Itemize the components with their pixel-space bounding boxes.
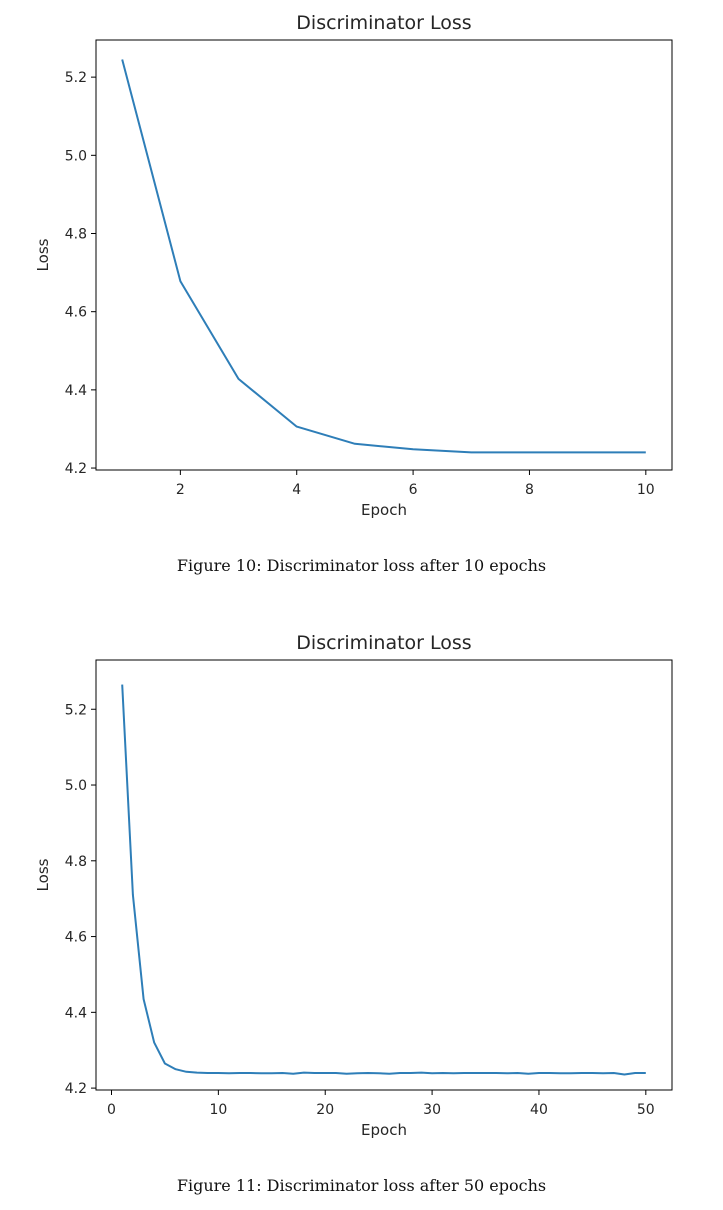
- y-tick-label: 4.4: [65, 383, 87, 399]
- y-tick-label: 4.8: [65, 854, 87, 870]
- x-tick-label: 2: [176, 482, 185, 498]
- y-tick-label: 4.6: [65, 305, 87, 321]
- y-tick-label: 5.2: [65, 70, 87, 86]
- x-tick-label: 20: [316, 1102, 334, 1118]
- chart-svg: Discriminator Loss 0 10 20 30 40 50 4.2 4.4 4.6 4.…: [34, 632, 673, 1139]
- y-tick-label: 4.2: [65, 461, 87, 477]
- chart-svg: Discriminator Loss 2 4 6 8 10 4.2 4.4 4.6 4.8 5.0 5…: [34, 12, 673, 519]
- y-axis-label: Loss: [34, 238, 52, 271]
- loss-line: [121, 59, 646, 454]
- x-axis-label: Epoch: [361, 501, 407, 519]
- figure-caption: Figure 10: Discriminator loss after 10 e…: [176, 556, 547, 575]
- x-axis-label: Epoch: [361, 1121, 407, 1139]
- y-tick-label: 4.8: [65, 227, 87, 243]
- figure-11: Discriminator Loss 0 10 20 30 40 50 4.2 4.4 4.6 4.…: [0, 620, 723, 1210]
- y-tick-label: 4.6: [65, 930, 87, 946]
- chart-title: Discriminator Loss: [296, 632, 471, 654]
- loss-line: [121, 684, 646, 1076]
- chart-title: Discriminator Loss: [296, 12, 471, 34]
- plot-frame: [95, 659, 673, 1091]
- y-axis-label: Loss: [34, 858, 52, 891]
- y-tick-label: 4.2: [65, 1081, 87, 1097]
- x-tick-label: 10: [637, 482, 655, 498]
- x-tick-label: 30: [423, 1102, 441, 1118]
- plot-frame: [95, 39, 673, 471]
- y-tick-label: 5.2: [65, 702, 87, 718]
- x-tick-label: 6: [409, 482, 418, 498]
- x-tick-label: 40: [530, 1102, 548, 1118]
- x-tick-label: 10: [209, 1102, 227, 1118]
- figure-10: Discriminator Loss 2 4 6 8 10 4.2 4.4 4.6 4.8 5.0 5…: [0, 0, 723, 600]
- figure-caption: Figure 11: Discriminator loss after 50 e…: [176, 1176, 547, 1195]
- x-tick-label: 50: [637, 1102, 655, 1118]
- y-tick-label: 5.0: [65, 778, 87, 794]
- y-tick-label: 5.0: [65, 148, 87, 164]
- x-tick-label: 0: [107, 1102, 116, 1118]
- x-tick-label: 8: [525, 482, 534, 498]
- x-tick-label: 4: [292, 482, 301, 498]
- y-tick-label: 4.4: [65, 1005, 87, 1021]
